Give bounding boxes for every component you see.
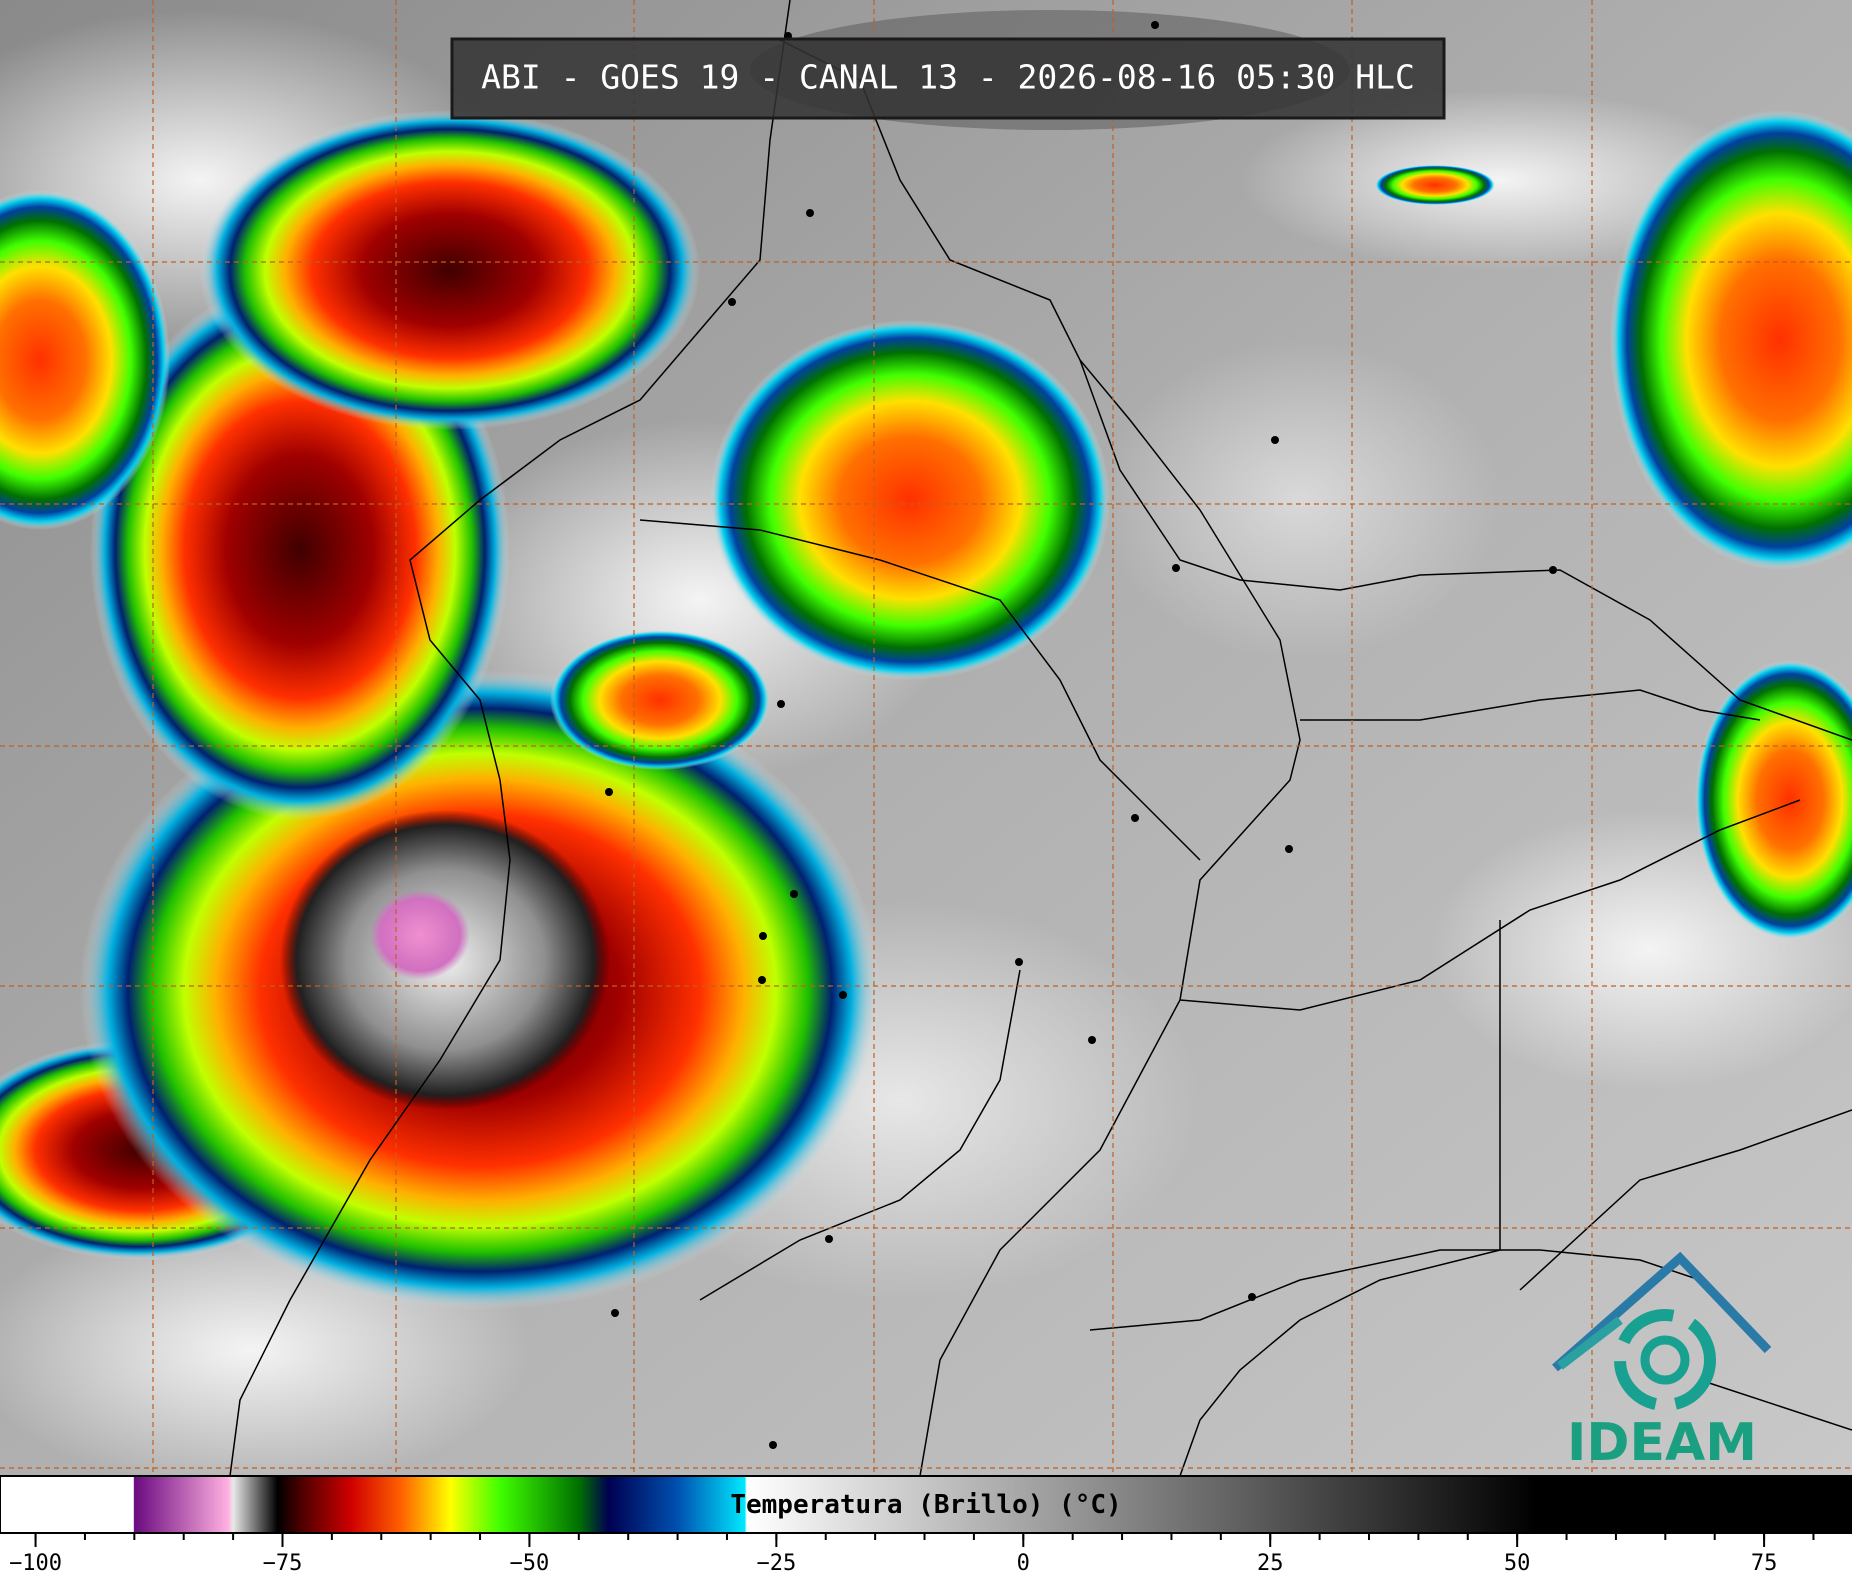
tick-label: −75 bbox=[263, 1551, 303, 1576]
tick-label: −25 bbox=[756, 1551, 796, 1576]
colorbar-label: Temperatura (Brillo) (°C) bbox=[730, 1490, 1121, 1520]
colorbar-bar bbox=[0, 1475, 1852, 1534]
title-box bbox=[450, 37, 1446, 120]
colorbar: Temperatura (Brillo) (°C) −100 −75 −50 −25 0 2… bbox=[0, 1475, 1852, 1576]
cities bbox=[605, 21, 1557, 1449]
borders bbox=[229, 0, 1852, 1477]
storms bbox=[0, 110, 1852, 1310]
title: ABI - GOES 19 - CANAL 13 - 2026-08-16 05… bbox=[481, 58, 1415, 97]
logo-text: IDEAM bbox=[1567, 1413, 1757, 1473]
tick-label: 0 bbox=[1017, 1551, 1030, 1576]
tick-label: −50 bbox=[510, 1551, 550, 1576]
logo: IDEAM bbox=[1552, 1251, 1772, 1473]
graticule bbox=[0, 0, 1852, 1476]
tick-label: −100 bbox=[9, 1551, 62, 1576]
tick-label: 50 bbox=[1504, 1551, 1531, 1576]
tick-label: 75 bbox=[1751, 1551, 1778, 1576]
tick-label: 25 bbox=[1257, 1551, 1284, 1576]
